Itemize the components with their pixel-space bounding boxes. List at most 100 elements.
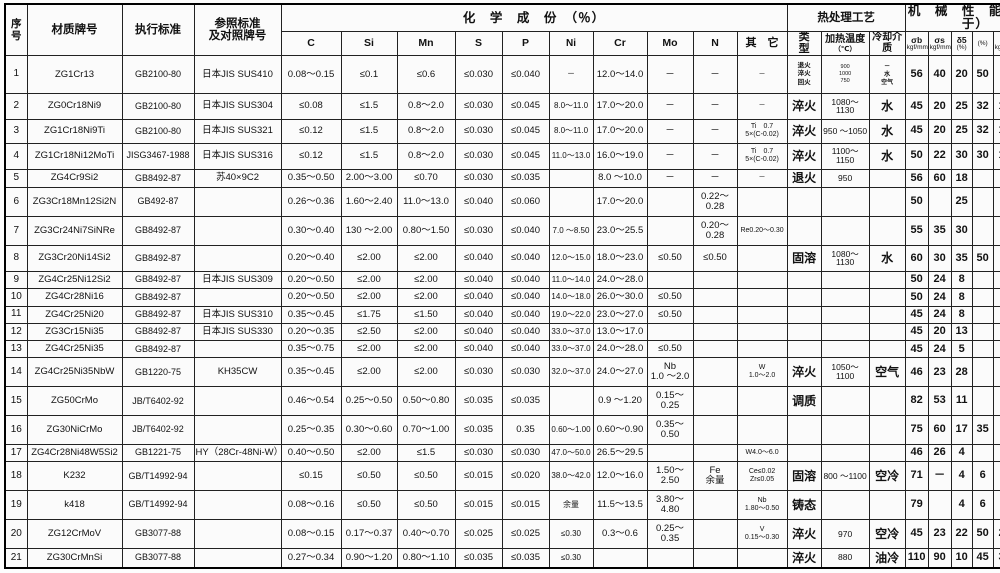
- cell-grade: ZG1Cr18Ni12MoTi: [26, 142, 123, 170]
- table-row: 13 ZG4Cr25Ni35 GB8492-87 0.35～0.75 ≤2.00 ≤2.0…: [4, 340, 1000, 359]
- header-col-delta5: δ5 (%): [950, 31, 973, 57]
- cell-p: ≤0.040: [501, 216, 550, 246]
- cell-cr: 0.3～0.6: [592, 519, 648, 549]
- header-standard: 执行标准: [121, 3, 195, 57]
- cell-si: ≤2.00: [340, 357, 398, 388]
- cell-sigma-b: 110: [904, 547, 929, 569]
- cell-mn: ≤2.00: [396, 244, 456, 272]
- cell-p: ≤0.020: [501, 461, 550, 492]
- cell-grade: ZG50CrMo: [26, 386, 123, 417]
- cell-seq: 9: [4, 270, 28, 290]
- cell-psi: 32: [971, 92, 994, 120]
- cell-standard: JB/T6402-92: [121, 386, 195, 417]
- cell-ak: [992, 444, 1000, 463]
- cell-sigma-s: 23: [927, 519, 952, 549]
- cell-cr: 18.0～23.0: [592, 244, 648, 272]
- cell-delta5: 22: [950, 519, 973, 549]
- cell-sigma-s: 24: [927, 270, 952, 290]
- cell-sigma-s: 24: [927, 288, 952, 307]
- cell-ht-type: 固溶: [786, 244, 822, 272]
- cell-reference: 日本JIS SUS310: [193, 305, 282, 324]
- table-row: 18 K232 GB/T14992-94 ≤0.15 ≤0.50 ≤0.50 ≤0.015 ≤…: [4, 461, 1000, 492]
- cell-grade: ZG12CrMoV: [26, 519, 123, 549]
- cell-reference: [193, 547, 282, 569]
- cell-mo: ≤0.50: [646, 305, 694, 324]
- cell-reference: [193, 519, 282, 549]
- cell-ni: ≤0.30: [548, 547, 594, 569]
- table-row: 11 ZG4Cr25Ni20 GB8492-87 日本JIS SUS310 0.35～0…: [4, 305, 1000, 324]
- cell-ht-type: 淬火: [786, 118, 822, 144]
- cell-si: 130 ～2.00: [340, 216, 398, 246]
- cell-other: Ti 0.7 5×(C-0.02): [736, 142, 788, 170]
- cell-ht-type: [786, 288, 822, 307]
- cell-other: [736, 547, 788, 569]
- cell-delta5: 25: [950, 187, 973, 218]
- table-row: 5 ZG4Cr9Si2 GB8492-87 苏40×9С2 0.35～0.50 2.00～…: [4, 168, 1000, 189]
- cell-ht-type: 淬火: [786, 519, 822, 549]
- cell-ht-temp: 950: [820, 168, 870, 189]
- header-col-ht-type: 类 型: [786, 31, 822, 57]
- cell-cooling: －水空气: [868, 55, 906, 94]
- cell-psi: [971, 322, 994, 342]
- header-ht-temp-line2: （℃）: [833, 45, 857, 53]
- table-row: 10 ZG4Cr28Ni16 GB8492-87 0.20～0.50 ≤2.00 ≤2.0…: [4, 288, 1000, 307]
- cell-n: －: [692, 92, 738, 120]
- header-col-psi: (%): [971, 31, 994, 57]
- cell-ht-type: [786, 187, 822, 218]
- header-reference-line1: 参照标准: [214, 18, 261, 31]
- cell-n: －: [692, 118, 738, 144]
- cell-ak: [992, 340, 1000, 359]
- cell-n: [692, 519, 738, 549]
- cell-standard: GB/T14992-94: [121, 461, 195, 492]
- table-row: 9 ZG4Cr25Ni12Si2 GB8492-87 日本JIS SUS309 0.20…: [4, 270, 1000, 290]
- cell-cr: 26.5～29.5: [592, 444, 648, 463]
- cell-grade: ZG3Cr18Mn12Si2N: [26, 187, 123, 218]
- header-grade: 材质牌号: [26, 3, 123, 57]
- cell-other: [736, 322, 788, 342]
- cell-ht-temp: 1050～1100: [820, 357, 870, 388]
- cell-ht-temp: [820, 288, 870, 307]
- cell-p: ≤0.035: [501, 547, 550, 569]
- cell-grade: ZG4Cr25Ni20: [26, 305, 123, 324]
- cell-ak: 10: [992, 142, 1000, 170]
- cell-grade: ZG1Cr18Ni9Ti: [26, 118, 123, 144]
- cell-reference: 日本JIS SUS316: [193, 142, 282, 170]
- cell-cooling: 水: [868, 92, 906, 120]
- delta5-unit: (%): [956, 43, 967, 51]
- cell-ni: 38.0～42.0: [548, 461, 594, 492]
- cell-sigma-b: 45: [904, 322, 929, 342]
- cell-c: ≤0.12: [280, 118, 342, 144]
- cell-standard: JB/T6402-92: [121, 415, 195, 446]
- cell-cr: 24.0～28.0: [592, 270, 648, 290]
- cell-reference: [193, 490, 282, 521]
- cell-sigma-b: 55: [904, 216, 929, 246]
- cell-other: [736, 288, 788, 307]
- cell-ht-temp: 1080～1130: [820, 244, 870, 272]
- cell-seq: 11: [4, 305, 28, 324]
- cell-c: 0.40～0.50: [280, 444, 342, 463]
- cell-n: ≤0.50: [692, 244, 738, 272]
- cell-ni: －: [548, 55, 594, 94]
- header-reference-line2: 及对照牌号: [208, 30, 267, 43]
- cell-reference: [193, 386, 282, 417]
- cell-sigma-b: 50: [904, 270, 929, 290]
- cell-reference: 日本JIS SUS309: [193, 270, 282, 290]
- cell-mn: 0.8～2.0: [396, 92, 456, 120]
- cell-sigma-s: 20: [927, 92, 952, 120]
- cell-cr: 12.0～16.0: [592, 461, 648, 492]
- cell-standard: JISG3467-1988: [121, 142, 195, 170]
- cell-cooling: 空冷: [868, 461, 906, 492]
- cell-cooling: [868, 490, 906, 521]
- cell-delta5: 30: [950, 142, 973, 170]
- cell-c: ≤0.08: [280, 92, 342, 120]
- cell-mn: ≤0.50: [396, 461, 456, 492]
- cell-reference: [193, 244, 282, 272]
- cell-seq: 13: [4, 340, 28, 359]
- cell-cooling: [868, 288, 906, 307]
- cell-s: ≤0.030: [454, 92, 503, 120]
- table-row: 3 ZG1Cr18Ni9Ti GB2100-80 日本JIS SUS321 ≤0.12 ≤…: [4, 118, 1000, 144]
- cell-psi: [971, 168, 994, 189]
- cell-seq: 20: [4, 519, 28, 549]
- cell-cr: 11.5～13.5: [592, 490, 648, 521]
- cell-psi: [971, 216, 994, 246]
